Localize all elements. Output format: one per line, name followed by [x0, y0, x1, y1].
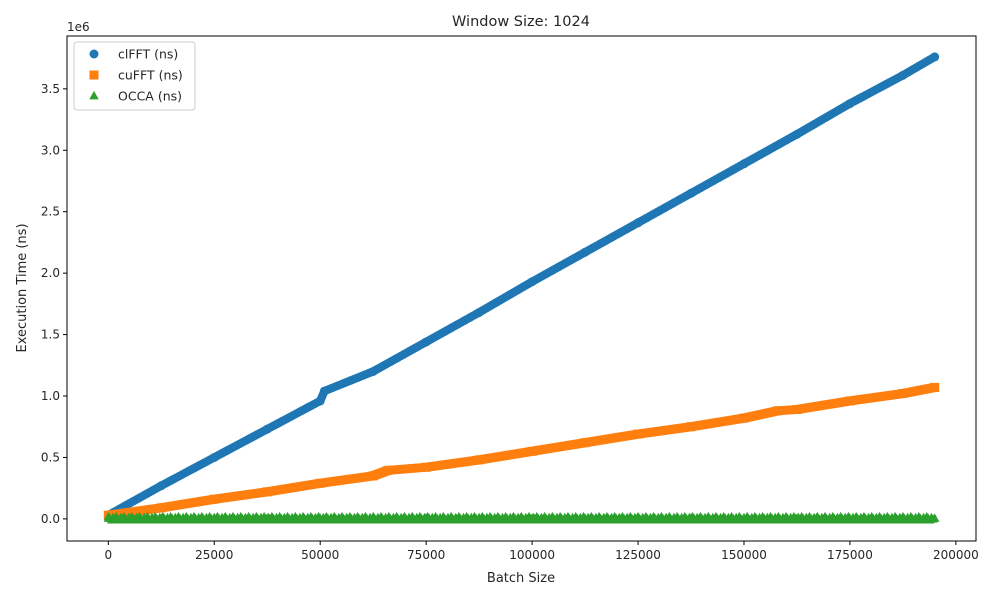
data-point	[156, 503, 166, 513]
data-point	[209, 494, 219, 504]
data-point	[315, 396, 325, 406]
data-point	[527, 446, 537, 456]
data-point	[474, 455, 484, 465]
data-point	[421, 462, 431, 472]
x-tick-label: 0	[104, 548, 112, 562]
data-point	[929, 513, 940, 522]
data-point	[527, 513, 537, 522]
legend-items: clFFT (ns) cuFFT (ns) OCCA (ns)	[89, 47, 183, 104]
data-point	[739, 159, 749, 169]
x-tick-label: 100000	[509, 548, 555, 562]
y-tick-label: 0.0	[41, 512, 60, 526]
legend-label: cuFFT (ns)	[118, 68, 183, 83]
data-point	[686, 513, 696, 522]
legend-marker	[89, 70, 99, 80]
data-point	[845, 513, 855, 522]
data-point	[527, 277, 537, 287]
data-point	[898, 389, 908, 399]
data-point	[792, 513, 802, 522]
plot-frame	[66, 35, 977, 542]
x-tick-label: 150000	[721, 548, 767, 562]
y-axis-ticks: 0.0 0.5 1.0 1.5 2.0 2.5 3.0 3.5	[41, 82, 67, 526]
data-point	[580, 513, 590, 522]
y-tick-label: 0.5	[41, 450, 60, 464]
x-axis-ticks: 0 25000 50000 75000 100000 125000 150000 175000…	[104, 541, 979, 562]
series-2	[103, 511, 940, 524]
y-tick-label: 3.0	[41, 143, 60, 157]
y-axis-label: Execution Time (ns)	[15, 223, 30, 352]
data-point	[845, 99, 855, 109]
data-point	[315, 478, 325, 488]
data-point	[368, 471, 378, 481]
legend-box	[73, 41, 196, 111]
data-point	[792, 405, 802, 415]
legend-label: OCCA (ns)	[118, 89, 182, 104]
y-offset-label: 1e6	[67, 20, 90, 34]
data-point	[686, 188, 696, 198]
x-tick-label: 125000	[615, 548, 661, 562]
x-tick-label: 75000	[407, 548, 445, 562]
data-point	[156, 481, 166, 491]
data-point	[262, 487, 272, 497]
x-axis-label: Batch Size	[487, 571, 555, 586]
data-point	[898, 513, 908, 522]
plot-marks	[103, 52, 940, 524]
data-point	[898, 70, 908, 80]
x-tick-label: 50000	[301, 548, 339, 562]
data-point	[580, 438, 590, 448]
data-point	[156, 513, 167, 522]
data-point	[792, 129, 802, 139]
data-point	[930, 382, 940, 392]
data-point	[383, 465, 393, 475]
y-tick-label: 2.0	[41, 266, 60, 280]
data-point	[739, 413, 749, 423]
data-point	[474, 307, 484, 317]
data-point	[633, 218, 643, 228]
data-point	[580, 247, 590, 257]
data-point	[103, 513, 114, 522]
data-point	[421, 513, 431, 522]
chart-title: Window Size: 1024	[452, 14, 590, 30]
data-point	[930, 52, 940, 62]
legend-marker	[89, 49, 99, 59]
series-1	[103, 382, 940, 520]
data-point	[773, 406, 783, 416]
data-point	[686, 422, 696, 432]
y-tick-label: 2.5	[41, 205, 60, 219]
x-tick-label: 25000	[195, 548, 233, 562]
data-point	[633, 513, 643, 522]
legend: clFFT (ns) cuFFT (ns) OCCA (ns)	[73, 41, 196, 111]
y-tick-label: 1.0	[41, 389, 60, 403]
y-tick-label: 1.5	[41, 328, 60, 342]
data-point	[262, 513, 272, 522]
data-point	[368, 513, 378, 522]
data-point	[209, 452, 219, 462]
data-point	[739, 513, 749, 522]
x-tick-label: 175000	[827, 548, 873, 562]
data-point	[633, 429, 643, 439]
x-tick-label: 200000	[933, 548, 979, 562]
data-point	[315, 513, 325, 522]
data-point	[421, 337, 431, 347]
legend-label: clFFT (ns)	[118, 47, 178, 62]
data-point	[368, 366, 378, 376]
data-point	[319, 386, 329, 396]
data-point	[474, 513, 484, 522]
data-point	[209, 513, 219, 522]
series-0	[103, 52, 940, 520]
legend-marker	[89, 90, 99, 100]
data-point	[262, 424, 272, 434]
y-tick-label: 3.5	[41, 82, 60, 96]
data-point	[845, 396, 855, 406]
